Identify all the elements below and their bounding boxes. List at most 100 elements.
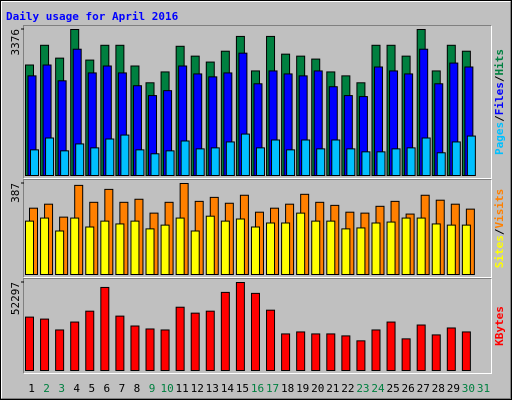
bar [386,221,396,275]
bar [145,228,155,276]
bar [296,212,306,276]
bar [326,220,336,276]
bar [70,321,80,371]
bar [371,222,381,275]
bar [165,150,175,177]
x-tick-label: 7 [119,382,126,395]
x-tick-label: 24 [371,382,385,395]
legend-entry: Visits [493,189,506,229]
y-tick-label: 52297 [9,282,22,315]
bar [296,331,306,371]
bar [115,223,125,275]
legend-entry: Sites [493,235,506,268]
x-tick-label: 8 [134,382,141,395]
bar [406,147,416,177]
bar [55,230,65,275]
legend-entry: Files [493,82,506,115]
panel-shadow [23,25,492,179]
y-tick-label: 387 [9,183,22,203]
legend-entry: Pages [493,122,506,155]
bar [255,147,265,177]
bar [105,138,115,176]
x-tick-label: 30 [462,382,475,395]
bar [371,329,381,372]
x-tick-label: 29 [447,382,460,395]
bar [446,224,456,275]
legend-separator: / [493,115,506,122]
bar [461,331,471,371]
x-tick-label: 31 [477,382,490,395]
bar [175,306,185,371]
bar [70,217,80,275]
bar [331,139,341,177]
bar [401,217,411,275]
bar [175,217,185,275]
bar [40,318,50,372]
bar [220,220,230,276]
bar [235,282,245,371]
bar [436,152,446,176]
bar [416,217,426,275]
y-tick-label: 3376 [9,29,22,56]
bar [195,148,205,176]
bar [356,227,366,276]
legend-entry: KBytes [493,306,506,346]
bar [431,334,441,372]
x-tick-label: 23 [356,382,369,395]
bar [281,222,291,275]
bar [235,218,245,275]
bar [316,148,326,176]
legend-entry: Hits [493,49,506,76]
bar [451,141,461,177]
x-tick-label: 27 [417,382,430,395]
bar [135,149,145,176]
legend: Pages/Files/Hits [493,49,506,155]
legend-separator: / [493,75,506,82]
x-tick-label: 20 [311,382,324,395]
bar [130,325,140,372]
x-tick-label: 15 [236,382,249,395]
bar [240,133,250,176]
bar [250,292,260,372]
x-tick-label: 2 [43,382,50,395]
bar [40,217,50,275]
bar [356,340,366,372]
bar [416,324,426,371]
bar [90,147,100,177]
chart-title: Daily usage for April 2016 [6,10,179,23]
x-tick-label: 10 [160,382,173,395]
x-tick-label: 18 [281,382,294,395]
x-tick-label: 1 [28,382,35,395]
x-tick-label: 19 [296,382,309,395]
bar [225,141,235,177]
bar [220,291,230,371]
bar [55,329,65,372]
legend: KBytes [493,306,506,346]
bar [281,333,291,371]
bar [266,309,276,372]
bar [346,148,356,176]
legend: Sites/Visits [493,189,506,269]
x-tick-label: 26 [402,382,415,395]
x-tick-label: 6 [104,382,111,395]
x-tick-label: 5 [88,382,95,395]
bar [120,134,130,176]
bar [361,151,371,176]
panel-shadow [23,179,492,278]
bar [391,148,401,176]
bar [190,230,200,275]
x-tick-label: 16 [251,382,264,395]
bar [421,137,431,176]
bar [160,224,170,275]
bar [311,333,321,371]
bar [150,153,160,176]
bar [461,224,471,275]
bar [25,220,34,276]
bar [85,310,95,371]
x-tick-label: 12 [191,382,204,395]
bar [341,335,351,371]
x-tick-label: 25 [386,382,399,395]
bar [286,149,296,176]
